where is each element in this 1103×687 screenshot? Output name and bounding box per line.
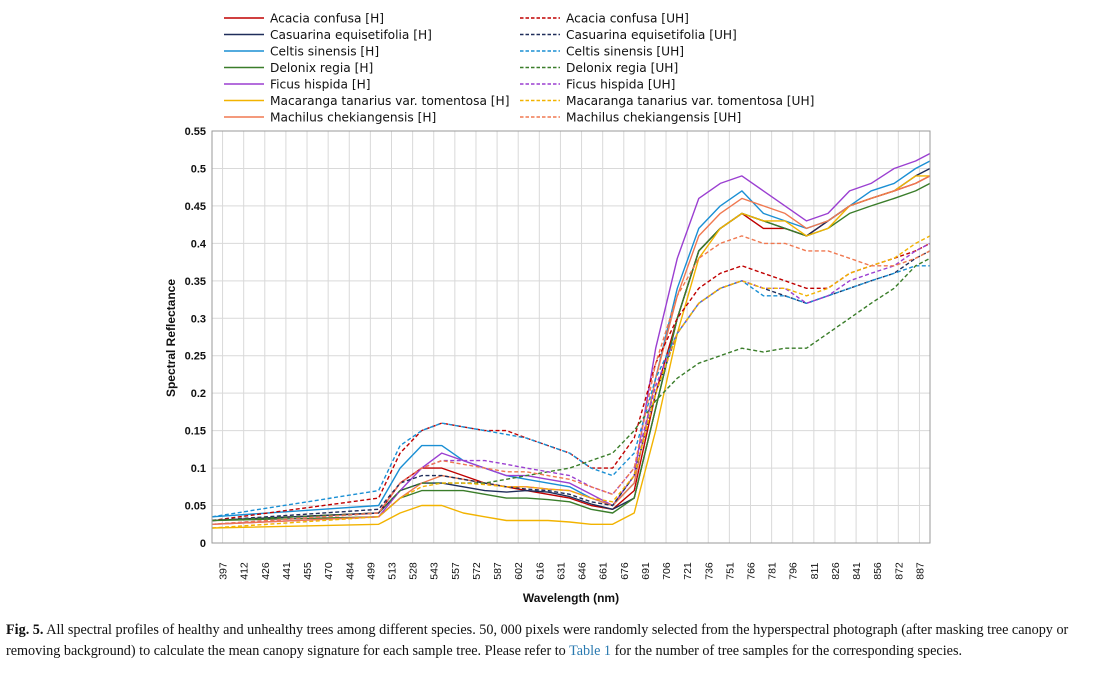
legend-label: Ficus hispida [H] (270, 78, 371, 92)
x-tick-label: 646 (577, 562, 589, 580)
spectral-chart: 0 0.05 0.1 0.15 0.2 0.25 0.3 0.35 0.4 0.45 0.5 0.55… (164, 12, 931, 605)
chart-series (211, 152, 931, 529)
x-tick-label: 528 (408, 562, 420, 580)
series-line (211, 175, 931, 525)
x-tick-label: 736 (703, 562, 715, 580)
x-tick-label: 513 (387, 562, 399, 580)
series-line (211, 235, 931, 525)
y-tick-label: 0.35 (185, 276, 206, 288)
series-line (211, 242, 931, 522)
table-reference-link[interactable]: Table 1 (569, 643, 612, 659)
y-tick-label: 0.2 (191, 388, 206, 400)
legend-label: Celtis sinensis [H] (270, 45, 379, 59)
legend-label: Machilus chekiangensis [UH] (566, 111, 741, 125)
series-line (211, 160, 931, 518)
y-tick-labels: 0 0.05 0.1 0.15 0.2 0.25 0.3 0.35 0.4 0.45 0.5 0.55 (185, 126, 207, 550)
series-line (211, 250, 931, 522)
x-tick-label: 426 (260, 562, 272, 580)
series-line (211, 182, 931, 522)
legend-label: Acacia confusa [H] (270, 12, 384, 26)
legend-label: Delonix regia [UH] (566, 61, 678, 75)
x-tick-label: 841 (851, 562, 863, 580)
legend-label: Delonix regia [H] (270, 61, 373, 75)
y-tick-label: 0.25 (185, 351, 206, 363)
caption-text: All spectral profiles of healthy and unh… (6, 622, 1069, 659)
y-tick-label: 0.55 (185, 126, 206, 138)
legend-label: Casuarina equisetifolia [H] (270, 28, 432, 42)
legend-label: Acacia confusa [UH] (566, 12, 689, 26)
caption-text-end: for the number of tree samples for the c… (611, 643, 963, 659)
series-line (211, 265, 930, 518)
x-tick-label: 811 (809, 562, 821, 579)
x-tick-label: 826 (830, 562, 842, 580)
x-tick-label: 781 (767, 562, 779, 580)
x-tick-label: 412 (239, 562, 251, 580)
x-tick-label: 441 (281, 562, 293, 580)
x-tick-label: 676 (619, 562, 631, 580)
legend-label: Machilus chekiangensis [H] (270, 111, 436, 125)
x-tick-label: 543 (429, 562, 441, 580)
series-line (211, 235, 931, 529)
y-tick-label: 0.4 (191, 238, 207, 250)
legend-label: Ficus hispida [UH] (566, 78, 675, 92)
figure-caption: Fig. 5. All spectral profiles of healthy… (6, 620, 1096, 662)
y-tick-label: 0.45 (185, 201, 206, 213)
x-tick-label: 397 (218, 562, 230, 580)
x-tick-label: 499 (365, 562, 377, 580)
x-tick-label: 484 (344, 562, 356, 580)
series-line (211, 152, 931, 525)
x-tick-label: 691 (640, 562, 652, 580)
x-tick-label: 766 (746, 562, 758, 580)
y-axis-label: Spectral Reflectance (164, 279, 178, 397)
legend-label: Macaranga tanarius var. tomentosa [UH] (566, 94, 814, 108)
legend-label: Celtis sinensis [UH] (566, 45, 684, 59)
series-line (211, 242, 931, 525)
x-axis-label: Wavelength (nm) (523, 591, 619, 605)
y-tick-label: 0 (200, 538, 206, 550)
series-line (211, 175, 930, 529)
y-tick-label: 0.15 (185, 426, 206, 438)
series-line (211, 175, 931, 522)
x-tick-label: 721 (682, 562, 694, 580)
x-tick-label: 796 (788, 562, 800, 580)
x-tick-label: 661 (598, 562, 610, 580)
x-tick-label: 887 (914, 562, 926, 580)
x-tick-label: 751 (724, 562, 736, 580)
x-tick-label: 587 (492, 562, 504, 580)
plot-frame (211, 130, 931, 544)
figure-label: Fig. 5. (6, 622, 44, 638)
x-tick-label: 631 (555, 562, 567, 580)
y-tick-label: 0.05 (185, 501, 206, 513)
y-tick-label: 0.5 (191, 163, 206, 175)
chart-legend: Acacia confusa [H] Casuarina equisetifoli… (224, 12, 814, 125)
x-tick-label: 455 (302, 562, 314, 580)
x-tick-label: 706 (661, 562, 673, 580)
y-tick-label: 0.3 (191, 313, 206, 325)
x-tick-label: 557 (450, 562, 462, 580)
legend-label: Casuarina equisetifolia [UH] (566, 28, 737, 42)
x-tick-label: 572 (471, 562, 483, 580)
x-tick-label: 616 (534, 562, 546, 580)
x-tick-label: 872 (893, 562, 905, 580)
x-tick-labels: 397 412 426 441 455 470 484 499 513 528 543 557 572 5… (218, 562, 927, 580)
y-tick-label: 0.1 (191, 463, 206, 475)
x-tick-label: 856 (872, 562, 884, 580)
x-tick-label: 470 (323, 562, 335, 580)
legend-label: Macaranga tanarius var. tomentosa [H] (270, 94, 509, 108)
x-tick-label: 602 (513, 562, 525, 580)
